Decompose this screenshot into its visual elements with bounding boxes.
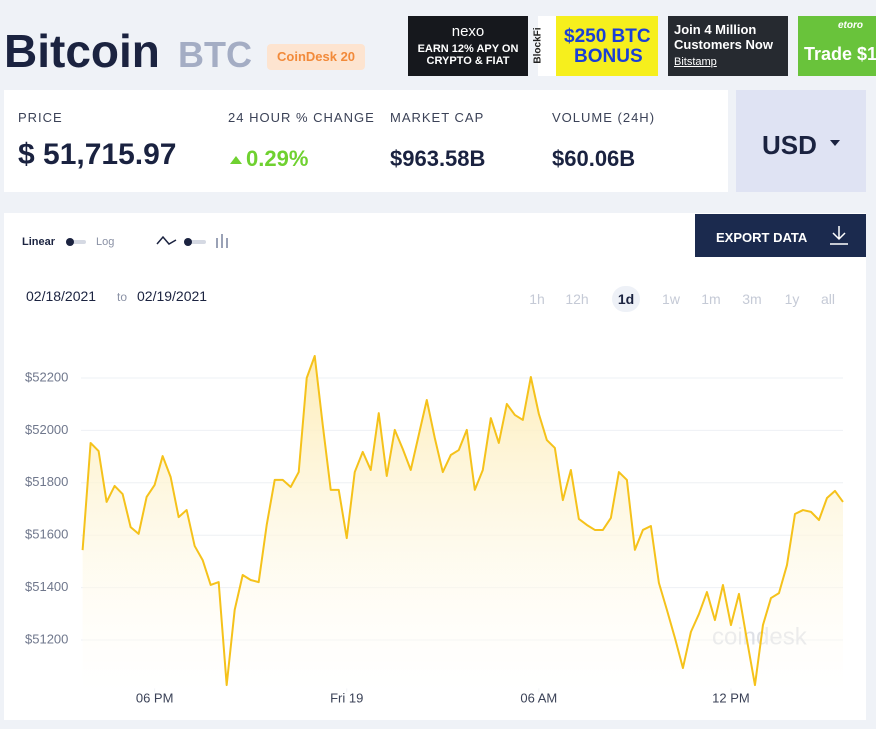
ad-nexo[interactable]: nexo EARN 12% APY ON CRYPTO & FIAT xyxy=(408,16,528,76)
range-button[interactable]: all xyxy=(820,291,835,307)
stat-label: VOLUME (24H) xyxy=(552,110,656,125)
stat-value: $ 51,715.97 xyxy=(18,138,177,171)
export-button[interactable]: EXPORT DATA xyxy=(695,214,866,257)
ad-brand: Bitstamp xyxy=(674,56,717,68)
currency-select[interactable]: USD xyxy=(736,90,866,192)
stat-value: $60.06B xyxy=(552,146,636,171)
stat-value: 0.29% xyxy=(246,146,309,171)
badge[interactable]: CoinDesk 20 xyxy=(267,44,366,70)
coin-title: Bitcoin xyxy=(4,25,160,77)
export-label: EXPORT DATA xyxy=(716,230,808,245)
x-tick-label: 06 PM xyxy=(136,690,174,705)
date-to[interactable]: 02/19/2021 xyxy=(137,288,208,304)
y-tick-label: $51200 xyxy=(25,631,68,646)
ad-text: Join 4 Million xyxy=(674,22,757,37)
ad-brand: nexo xyxy=(451,23,485,40)
ad-bitstamp[interactable]: Join 4 Million Customers Now Bitstamp xyxy=(668,16,788,76)
range-button[interactable]: 3m xyxy=(742,291,762,307)
x-tick-label: 06 AM xyxy=(520,690,557,705)
scale-toggle[interactable] xyxy=(64,237,88,247)
range-button[interactable]: 12h xyxy=(565,291,589,307)
dropdown-arrow xyxy=(830,140,840,146)
ad-text: CRYPTO & FIAT xyxy=(426,55,510,67)
date-from[interactable]: 02/18/2021 xyxy=(26,288,97,304)
range-button[interactable]: 1d xyxy=(612,286,640,312)
y-tick-label: $52000 xyxy=(25,422,68,437)
y-tick-label: $51600 xyxy=(25,527,68,542)
chart-style-toggle[interactable] xyxy=(156,232,234,250)
ad-text: Trade $1 xyxy=(804,44,876,64)
ad-brand: etoro xyxy=(838,20,863,31)
ad-blockfi[interactable]: BlockFi $250 BTC BONUS xyxy=(533,16,658,76)
up-arrow xyxy=(230,156,242,164)
area-fill xyxy=(82,355,844,693)
x-tick-label: Fri 19 xyxy=(330,690,363,705)
range-button[interactable]: 1h xyxy=(529,291,545,307)
range-button[interactable]: 1w xyxy=(662,291,680,307)
x-tick-label: 12 PM xyxy=(712,690,750,705)
stats-panel: PRICE $ 51,715.97 24 HOUR % CHANGE 0.29%… xyxy=(4,90,728,192)
ad-text: BONUS xyxy=(574,46,643,67)
range-button[interactable]: 1m xyxy=(701,291,721,307)
date-separator: to xyxy=(117,290,128,304)
ad-etoro[interactable]: etoro Trade $1 xyxy=(798,16,876,76)
scale-linear[interactable]: Linear xyxy=(22,236,56,248)
ad-text: $250 BTC xyxy=(564,26,651,47)
price-line xyxy=(81,354,844,687)
scale-log[interactable]: Log xyxy=(96,236,115,248)
stat-label: 24 HOUR % CHANGE xyxy=(228,110,375,125)
y-tick-label: $51400 xyxy=(25,579,68,594)
coin-symbol: BTC xyxy=(178,34,252,75)
stat-label: PRICE xyxy=(18,110,63,125)
y-tick-label: $51800 xyxy=(25,474,68,489)
currency: USD xyxy=(762,130,817,160)
stat-label: MARKET CAP xyxy=(390,110,485,125)
ad-text: EARN 12% APY ON xyxy=(417,43,519,55)
stat-value: $963.58B xyxy=(390,146,486,171)
ad-text: Customers Now xyxy=(674,37,773,52)
range-button[interactable]: 1y xyxy=(784,291,800,307)
download-icon xyxy=(830,226,848,245)
y-tick-label: $52200 xyxy=(25,369,68,384)
